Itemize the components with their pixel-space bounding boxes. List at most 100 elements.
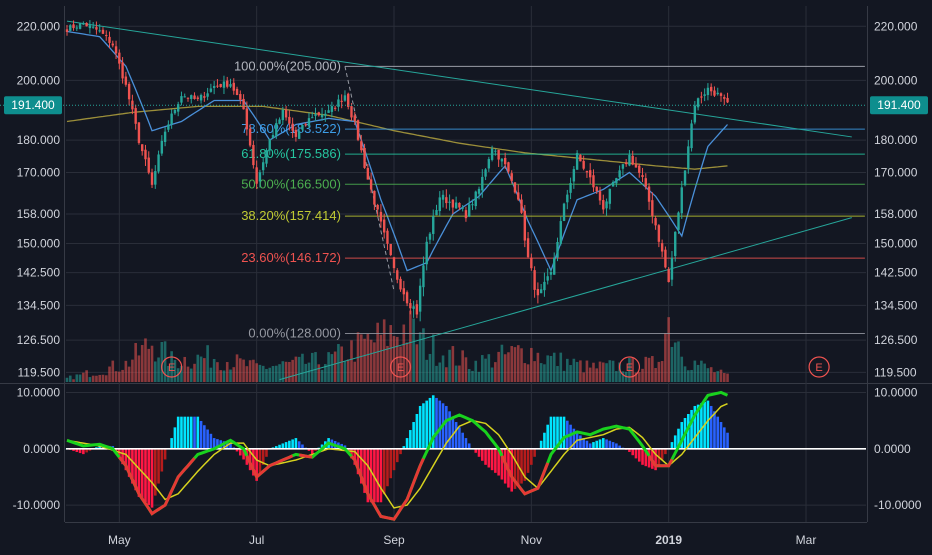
histogram-bar	[163, 448, 167, 460]
volume-bar	[307, 362, 311, 382]
volume-bar	[163, 341, 167, 382]
histogram-bar	[425, 400, 428, 449]
candle-body	[311, 117, 314, 119]
histogram-bar	[438, 400, 442, 449]
candle-body	[232, 82, 235, 91]
candle-body	[157, 154, 160, 172]
volume-bar	[716, 371, 720, 382]
candle-body	[445, 197, 448, 204]
candle-body	[176, 104, 180, 112]
volume-bar	[667, 317, 670, 382]
volume-bar	[95, 375, 98, 382]
volume-bar	[134, 343, 137, 382]
candle-body	[78, 23, 82, 29]
histogram-bar	[229, 443, 232, 449]
histogram-bar	[186, 416, 190, 449]
histogram-bar	[487, 448, 491, 468]
volume-bar	[445, 367, 448, 382]
candle-body	[141, 144, 144, 152]
histogram-bar	[431, 395, 435, 449]
histogram-bar	[670, 442, 674, 449]
histogram-bar	[549, 416, 553, 449]
volume-bar	[216, 362, 219, 382]
histogram-bar	[516, 448, 520, 487]
histogram-bar	[150, 448, 154, 508]
volume-bar	[556, 366, 559, 382]
volume-bar	[150, 345, 154, 382]
volume-bar	[592, 362, 595, 382]
histogram-bar	[637, 448, 641, 462]
candle-body	[458, 202, 461, 208]
candle-body	[435, 210, 438, 216]
candle-body	[530, 257, 533, 269]
histogram-bar	[677, 428, 680, 449]
histogram-bar	[412, 422, 415, 449]
histogram-bar	[592, 442, 595, 449]
volume-bar	[235, 354, 239, 382]
histogram-bar	[320, 444, 324, 449]
fib-level-label: 78.60%(183.522)	[241, 121, 341, 136]
volume-bar	[572, 358, 576, 382]
candle-body	[432, 216, 435, 234]
price-axis-label-right: 158.000	[874, 207, 918, 221]
candle-body	[118, 52, 121, 64]
time-axis-label: Mar	[796, 533, 817, 547]
histogram-bar	[239, 448, 242, 456]
candle-body	[477, 188, 481, 194]
candle-body	[203, 96, 206, 98]
volume-bar	[265, 368, 268, 382]
volume-bar	[415, 344, 419, 382]
volume-bar	[539, 363, 543, 382]
histogram-bar	[523, 448, 527, 481]
price-axis-label-left: 170.000	[17, 165, 61, 179]
histogram-bar	[170, 438, 173, 449]
volume-bar	[98, 374, 101, 382]
candle-body	[173, 110, 177, 114]
volume-bar	[399, 346, 402, 382]
volume-bar	[490, 367, 494, 382]
candle-body	[271, 135, 275, 138]
histogram-bar	[216, 439, 219, 449]
volume-bar	[690, 369, 693, 382]
candle-body	[520, 199, 523, 213]
volume-bar	[281, 361, 285, 382]
volume-bar	[212, 358, 216, 382]
volume-bar	[183, 356, 187, 382]
candle-body	[275, 123, 278, 136]
volume-bar	[389, 325, 393, 382]
histogram-bar	[608, 440, 612, 449]
histogram-bar	[147, 448, 151, 505]
candle-body	[248, 128, 252, 146]
volume-bar	[219, 370, 222, 382]
candle-body	[88, 25, 92, 29]
histogram-bar	[310, 448, 314, 455]
volume-bar	[346, 359, 350, 382]
histogram-bar	[196, 416, 200, 449]
candles	[65, 20, 729, 322]
candle-body	[265, 150, 268, 164]
histogram-bar	[360, 448, 363, 484]
candle-body	[497, 150, 500, 160]
candle-body	[647, 186, 651, 202]
candle-body	[585, 170, 589, 173]
volume-bar	[664, 333, 667, 382]
histogram-bar	[157, 448, 160, 484]
candle-body	[631, 155, 634, 165]
histogram-bar	[379, 448, 383, 503]
histogram-bar	[127, 448, 131, 477]
histogram-bar	[366, 448, 370, 503]
histogram-bar	[363, 448, 366, 493]
histogram-bar	[203, 425, 206, 449]
histogram-bar	[520, 448, 523, 484]
histogram-bar	[82, 448, 85, 455]
histogram-bar	[569, 424, 572, 449]
volume-bar	[634, 372, 638, 382]
volume-bar	[601, 362, 605, 382]
volume-bar	[487, 354, 491, 382]
histogram-bar	[199, 420, 203, 449]
candle-body	[605, 201, 608, 209]
candle-body	[595, 186, 598, 192]
candle-body	[464, 210, 468, 219]
